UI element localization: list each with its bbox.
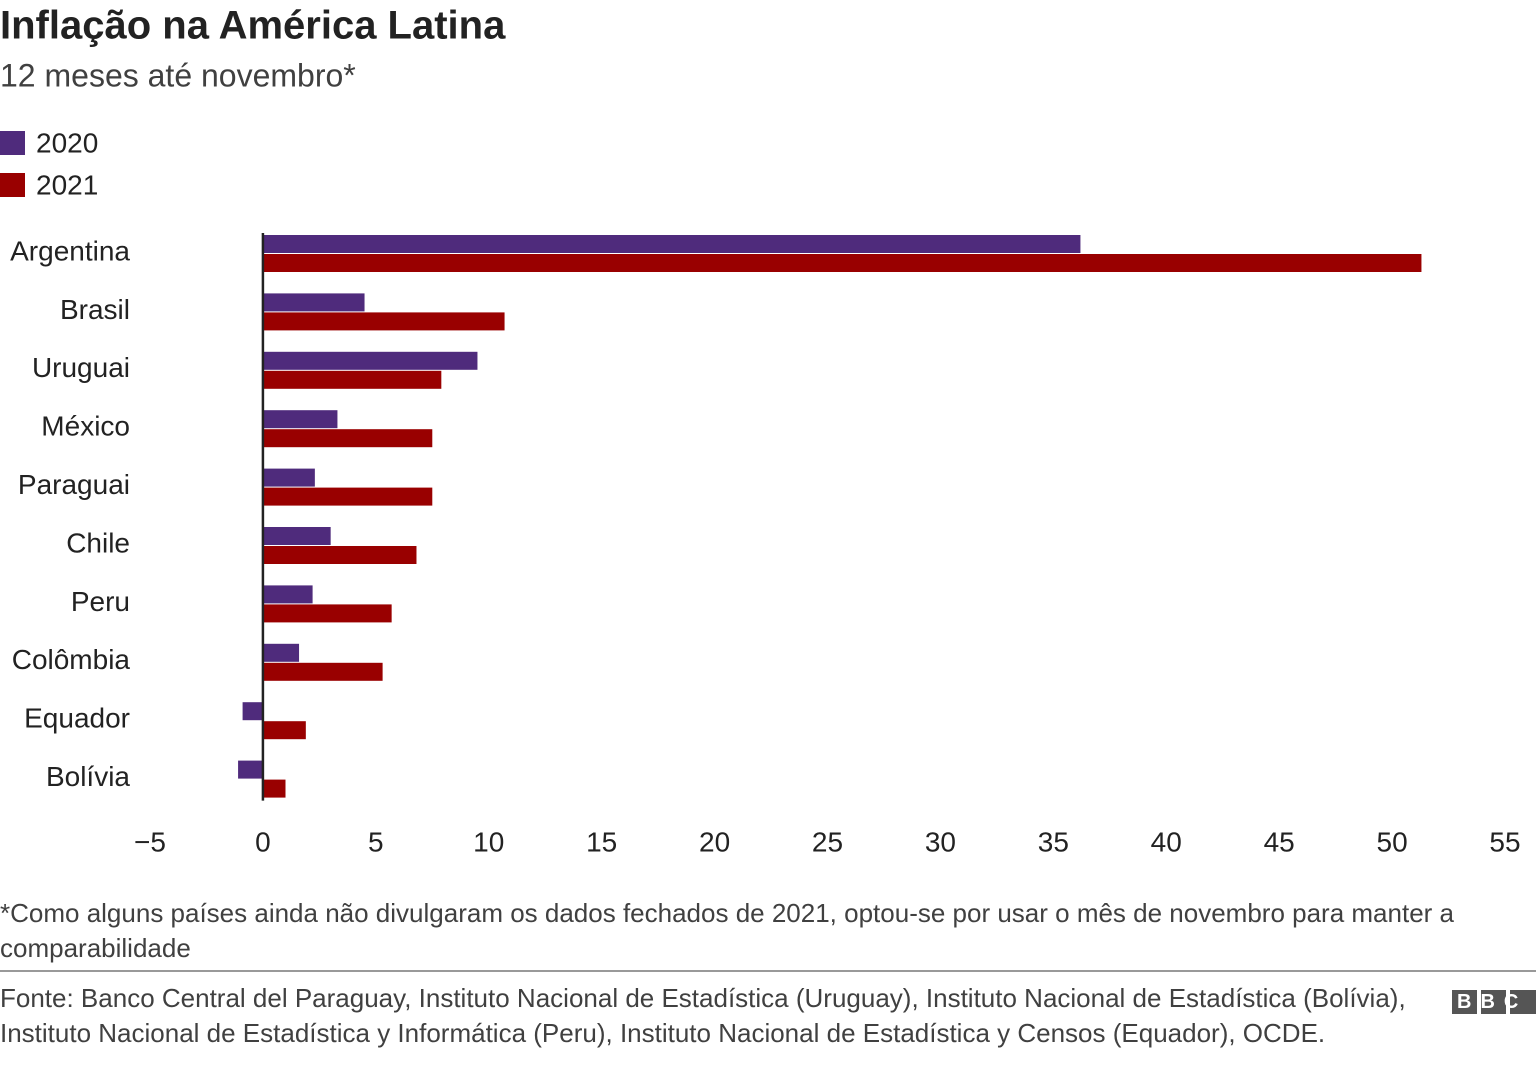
- bar: [262, 351, 478, 370]
- bar: [262, 370, 442, 389]
- x-tick-label: −5: [134, 826, 166, 857]
- chart-subtitle: 12 meses até novembro*: [0, 57, 356, 93]
- chart-title: Inflação na América Latina: [0, 4, 506, 48]
- bar: [238, 760, 263, 779]
- logo: BBC: [1452, 990, 1536, 1014]
- x-tick-label: 30: [925, 826, 956, 857]
- bar: [262, 604, 392, 623]
- legend-swatch: [0, 173, 25, 197]
- bar: [262, 468, 315, 487]
- y-tick-label: Peru: [71, 586, 130, 617]
- x-tick-label: 45: [1264, 826, 1295, 857]
- bar: [262, 410, 338, 429]
- y-tick-label: Uruguai: [32, 352, 130, 383]
- x-tick-label: 5: [368, 826, 384, 857]
- y-tick-label: Brasil: [60, 294, 130, 325]
- y-tick-label: Equador: [24, 703, 130, 734]
- legend-label: 2021: [36, 169, 98, 200]
- y-tick-label: Paraguai: [18, 469, 130, 500]
- chart: Inflação na América Latina 12 meses até …: [0, 4, 1521, 857]
- x-tick-label: 0: [255, 826, 271, 857]
- x-tick-label: 15: [586, 826, 617, 857]
- bar: [262, 721, 306, 740]
- legend-label: 2020: [36, 127, 98, 158]
- bar: [262, 312, 505, 331]
- bar: [262, 662, 383, 681]
- legend-swatch: [0, 131, 25, 155]
- x-tick-label: 20: [699, 826, 730, 857]
- bar: [262, 235, 1081, 253]
- footnote: *Como alguns países ainda não divulgaram…: [0, 898, 1455, 963]
- y-tick-label: Chile: [66, 527, 130, 558]
- y-tick-label: Argentina: [10, 235, 130, 266]
- bar: [262, 293, 365, 312]
- x-tick-label: 50: [1377, 826, 1408, 857]
- bar: [262, 487, 433, 506]
- x-tick-label: 35: [1038, 826, 1069, 857]
- x-tick-label: 55: [1489, 826, 1520, 857]
- x-tick-label: 10: [473, 826, 504, 857]
- bar: [262, 779, 286, 798]
- y-tick-label: México: [41, 411, 130, 442]
- x-tick-label: 25: [812, 826, 843, 857]
- y-tick-label: Bolívia: [46, 761, 130, 792]
- bar: [262, 527, 331, 545]
- bar: [262, 643, 300, 662]
- divider: [0, 970, 1536, 972]
- bar: [262, 429, 433, 448]
- y-tick-label: Colômbia: [12, 644, 131, 675]
- bar: [242, 702, 263, 721]
- x-tick-label: 40: [1151, 826, 1182, 857]
- bar: [262, 585, 313, 604]
- source: Fonte: Banco Central del Paraguay, Insti…: [0, 983, 1406, 1048]
- bar: [262, 546, 417, 564]
- bar: [262, 254, 1422, 272]
